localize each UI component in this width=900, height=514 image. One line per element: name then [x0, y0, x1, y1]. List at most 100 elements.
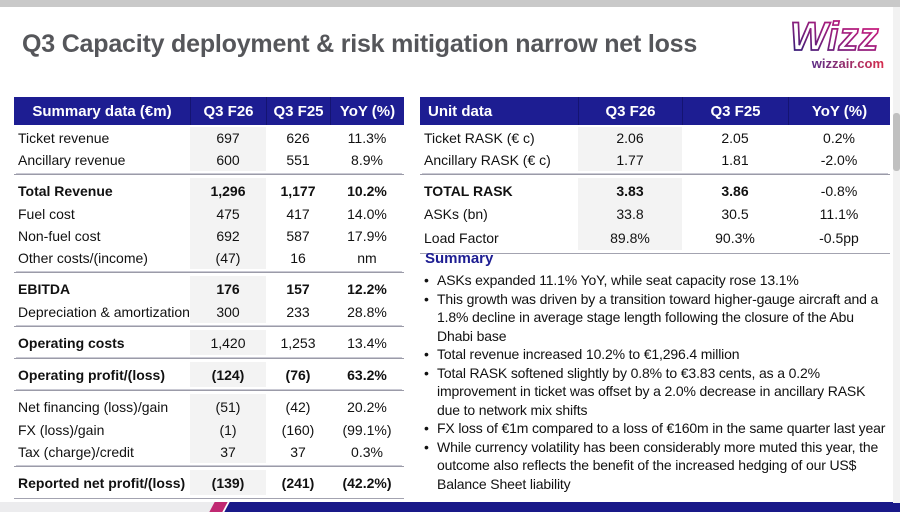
row-label: Ancillary RASK (€ c) — [424, 152, 551, 168]
table-body: Ticket RASK (€ c) 2.06 2.05 0.2% Ancillary R… — [420, 127, 890, 254]
summary-data-table: Summary data (€m) Q3 F26 Q3 F25 YoY (%) Tick… — [14, 97, 404, 499]
footer-bar-gray-segment — [0, 502, 222, 512]
table-row: Operating profit/(loss) (124) (76) 63.2% — [14, 358, 404, 387]
row-value: -0.8% — [820, 182, 858, 199]
row-value: 697 — [190, 127, 266, 149]
row-label: Operating costs — [18, 334, 125, 351]
scrollbar-thumb[interactable] — [893, 113, 900, 171]
row-value: 8.9% — [351, 152, 383, 168]
row-value: 0.3% — [351, 444, 383, 460]
row-value: 63.2% — [347, 366, 387, 383]
row-value: 33.8 — [578, 203, 682, 225]
row-value: (42) — [285, 398, 311, 415]
row-value: 30.5 — [721, 206, 749, 222]
table-row: FX (loss)/gain (1) (160) (99.1%) — [14, 419, 404, 441]
table-header-row: Unit data Q3 F26 Q3 F25 YoY (%) — [420, 97, 890, 125]
row-value: 2.06 — [578, 127, 682, 149]
row-value: (51) — [190, 394, 266, 419]
table-row: Total Revenue 1,296 1,177 10.2% — [14, 174, 404, 203]
column-header: Unit data — [428, 102, 493, 120]
summary-section: Summary ASKs expanded 11.1% YoY, while s… — [421, 250, 888, 493]
column-header: YoY (%) — [330, 97, 404, 125]
page-title: Q3 Capacity deployment & risk mitigation… — [22, 30, 698, 58]
row-value: (160) — [281, 422, 315, 438]
row-value: 13.4% — [347, 334, 387, 351]
row-label: Depreciation & amortization — [18, 304, 190, 320]
footer-bar-navy-segment — [232, 502, 900, 512]
table-row: Load Factor 89.8% 90.3% -0.5pp — [420, 225, 890, 254]
vertical-scrollbar[interactable] — [893, 7, 900, 503]
row-value: 176 — [190, 276, 266, 301]
table-body: Ticket revenue 697 626 11.3% Ancillary reven… — [14, 127, 404, 499]
table-row: Tax (charge)/credit 37 37 0.3% — [14, 441, 404, 463]
row-value: 1,177 — [280, 182, 316, 199]
unit-data-table: Unit data Q3 F26 Q3 F25 YoY (%) Ticket RASK … — [420, 97, 890, 254]
row-value: (241) — [281, 474, 315, 491]
wizz-logo-graphic: Wizz wizzair.com — [789, 14, 884, 71]
row-value: 37 — [190, 441, 266, 463]
row-value: 475 — [190, 203, 266, 225]
table-row: Reported net profit/(loss) (139) (241) (42.… — [14, 466, 404, 499]
row-value: 28.8% — [347, 304, 387, 320]
row-value: 3.86 — [721, 182, 749, 199]
row-value: 90.3% — [715, 229, 755, 246]
row-value: 692 — [190, 225, 266, 247]
row-value: 626 — [286, 130, 310, 146]
row-label: EBITDA — [18, 280, 71, 297]
row-value: 14.0% — [347, 206, 387, 222]
table-row: Ticket revenue 697 626 11.3% — [14, 127, 404, 149]
summary-bullet: Total RASK softened slightly by 0.8% to … — [421, 364, 888, 420]
window-top-strip — [0, 0, 900, 7]
row-value: nm — [357, 250, 377, 266]
table-row: Ancillary revenue 600 551 8.9% — [14, 149, 404, 171]
row-label: Fuel cost — [18, 206, 75, 222]
row-value: 10.2% — [347, 182, 387, 199]
wizz-logo-text: Wizz — [790, 15, 879, 59]
summary-bullet: FX loss of €1m compared to a loss of €16… — [421, 419, 888, 438]
footer-brand-bar — [0, 502, 900, 512]
row-value: 3.83 — [578, 178, 682, 203]
summary-bullet-list: ASKs expanded 11.1% YoY, while seat capa… — [421, 271, 888, 493]
table-row: Ancillary RASK (€ c) 1.77 1.81 -2.0% — [420, 149, 890, 171]
column-header: YoY (%) — [788, 97, 890, 125]
table-row: Depreciation & amortization 300 233 28.8% — [14, 301, 404, 323]
table-row: EBITDA 176 157 12.2% — [14, 272, 404, 301]
row-label: Tax (charge)/credit — [18, 444, 134, 460]
row-label: Other costs/(income) — [18, 250, 148, 266]
row-value: 2.05 — [721, 130, 749, 146]
row-label: ASKs (bn) — [424, 206, 488, 222]
summary-heading: Summary — [425, 250, 494, 267]
summary-bullet: While currency volatility has been consi… — [421, 438, 888, 494]
row-value: (1) — [190, 419, 266, 441]
row-value: 417 — [286, 206, 310, 222]
table-row: Non-fuel cost 692 587 17.9% — [14, 225, 404, 247]
row-value: 157 — [286, 280, 310, 297]
row-value: 12.2% — [347, 280, 387, 297]
row-value: (124) — [190, 362, 266, 387]
row-value: 37 — [290, 444, 306, 460]
column-header: Q3 F25 — [682, 97, 788, 125]
row-label: Ancillary revenue — [18, 152, 126, 168]
row-value: 1.77 — [578, 149, 682, 171]
table-row: Operating costs 1,420 1,253 13.4% — [14, 326, 404, 355]
row-label: TOTAL RASK — [424, 182, 513, 199]
table-header-row: Summary data (€m) Q3 F26 Q3 F25 YoY (%) — [14, 97, 404, 125]
row-value: (47) — [190, 247, 266, 269]
summary-bullet: This growth was driven by a transition t… — [421, 290, 888, 346]
row-value: 551 — [286, 152, 310, 168]
row-value: 587 — [286, 228, 310, 244]
row-value: 300 — [190, 301, 266, 323]
column-header: Q3 F25 — [266, 97, 330, 125]
table-row: Other costs/(income) (47) 16 nm — [14, 247, 404, 269]
row-value: 1,253 — [280, 334, 316, 351]
table-row: TOTAL RASK 3.83 3.86 -0.8% — [420, 174, 890, 203]
row-value: -2.0% — [820, 152, 858, 168]
table-row: ASKs (bn) 33.8 30.5 11.1% — [420, 203, 890, 225]
row-value: 600 — [190, 149, 266, 171]
summary-bullet: Total revenue increased 10.2% to €1,296.… — [421, 345, 888, 364]
row-value: 11.3% — [347, 130, 387, 146]
row-value: 16 — [290, 250, 306, 266]
table-row: Ticket RASK (€ c) 2.06 2.05 0.2% — [420, 127, 890, 149]
table-row: Net financing (loss)/gain (51) (42) 20.2% — [14, 390, 404, 419]
column-header: Q3 F26 — [190, 97, 266, 125]
